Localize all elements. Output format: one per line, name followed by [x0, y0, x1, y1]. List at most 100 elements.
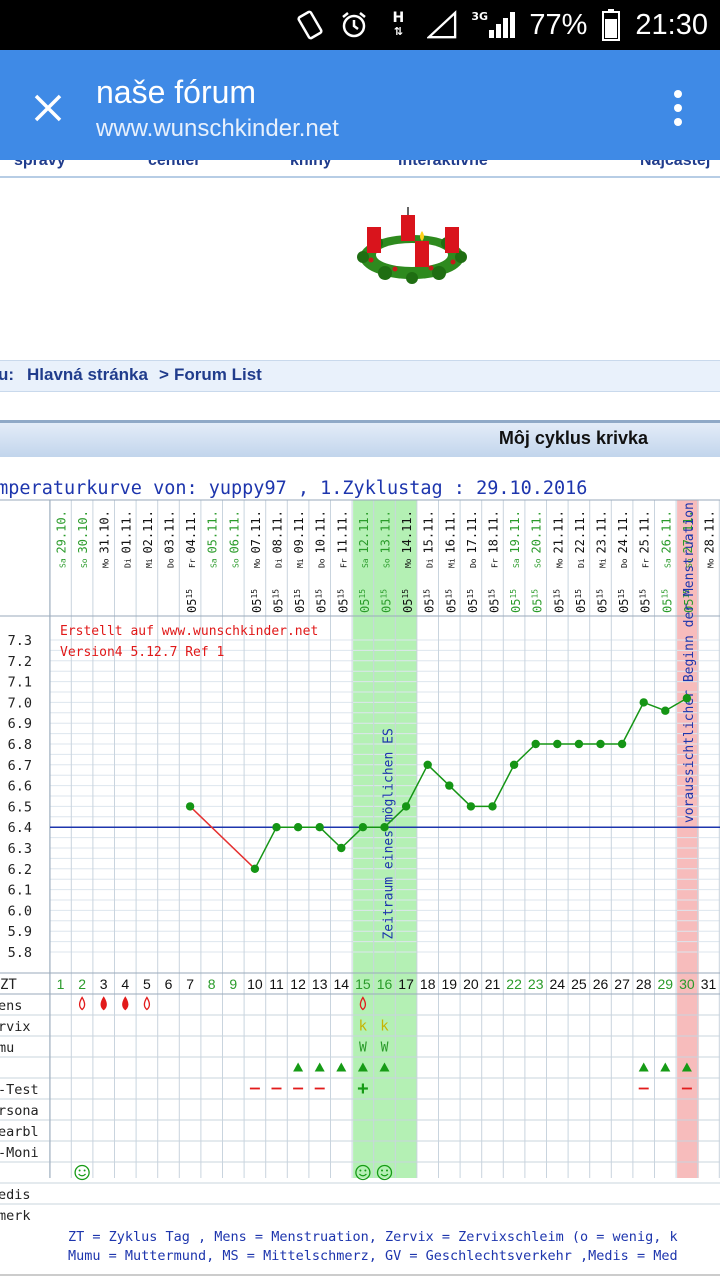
zt-day-number: 6 [165, 976, 173, 992]
curve-segment [383, 805, 407, 828]
temperature-point [617, 739, 627, 749]
zt-day-number: 17 [398, 976, 414, 992]
zt-day-number: 30 [679, 976, 695, 992]
zt-day-number: 15 [355, 976, 371, 992]
temperature-point [315, 823, 324, 832]
curve-segment [340, 826, 364, 849]
date-header: Mi 09.11. [292, 510, 306, 568]
nav-item-spravy[interactable]: správy [14, 160, 66, 169]
smiley-eye [83, 1169, 86, 1172]
date-header: So 30.10. [76, 510, 90, 568]
triangle-marker-icon [379, 1062, 390, 1072]
breadcrumb: u: Hlavná stránka > Forum List [0, 360, 720, 392]
cervix-mark: k [380, 1019, 389, 1035]
curve-segment [405, 764, 429, 807]
date-header: Mo 14.11. [400, 510, 414, 568]
overflow-menu-button[interactable] [666, 86, 690, 130]
temperature-point [445, 781, 454, 790]
clock: 21:30 [635, 8, 708, 41]
zt-day-number: 11 [269, 976, 284, 992]
menstruation-drop-icon [122, 996, 129, 1011]
measure-time: 0515 [250, 589, 264, 613]
divider [0, 1274, 720, 1276]
measure-time: 0515 [682, 589, 696, 613]
temperature-point [509, 760, 519, 769]
zt-day-number: 28 [636, 976, 652, 992]
menstruation-drop-icon [100, 996, 107, 1011]
date-header: Sa 26.11. [659, 510, 673, 568]
y-tick-label: 6.7 [8, 758, 32, 774]
temperature-point [358, 823, 368, 832]
battery-icon [601, 9, 621, 41]
fertile-window-label: Zeitraum eines möglichen ES [382, 728, 397, 939]
triangle-marker-icon [660, 1062, 671, 1072]
curve-segment [427, 764, 450, 787]
breadcrumb-prefix: u: [0, 365, 15, 384]
triangle-marker-icon [357, 1062, 368, 1072]
nav-item-najcastej[interactable]: Najčastej [640, 160, 711, 169]
zt-day-number: 14 [334, 976, 350, 992]
date-header: Do 17.11. [465, 510, 479, 568]
menstruation-drop-icon [359, 996, 367, 1011]
triangle-marker-icon [314, 1062, 325, 1072]
legend-line-1: ZT = Zyklus Tag , Mens = Menstruation, Z… [68, 1229, 678, 1245]
measure-time: 0515 [596, 589, 610, 613]
measure-time: 0515 [293, 589, 307, 613]
nav-item-knihy[interactable]: knihy [290, 160, 332, 169]
temperature-point [488, 802, 497, 811]
y-tick-label: 7.1 [8, 675, 32, 691]
date-header: Sa 29.10. [55, 510, 69, 568]
zt-day-number: 13 [312, 976, 328, 992]
nav-item-interaktivne[interactable]: interaktívne [398, 160, 488, 169]
row-label: -Test [0, 1082, 39, 1098]
measure-time: 0515 [660, 589, 674, 613]
smiley-mouth [78, 1173, 87, 1177]
smiley-mouth [358, 1173, 367, 1177]
date-header: Sa 12.11. [357, 510, 371, 568]
temperature-point [380, 823, 389, 832]
date-header: Fr 18.11. [487, 510, 501, 568]
temperature-point [661, 706, 670, 715]
zt-day-number: 4 [121, 976, 129, 992]
measure-time: 0515 [488, 589, 502, 613]
breadcrumb-separator: > [159, 365, 169, 384]
zt-day-number: 29 [658, 976, 674, 992]
y-tick-label: 6.2 [8, 862, 32, 878]
date-header: So 20.11. [530, 510, 544, 568]
chart-credit: Version4 5.12.7 Ref 1 [60, 645, 224, 660]
y-tick-label: 6.8 [8, 737, 32, 753]
temperature-point [337, 843, 346, 853]
zt-day-number: 2 [78, 976, 86, 992]
y-tick-label: 6.3 [8, 841, 32, 857]
measure-time: 0515 [466, 589, 480, 613]
curve-segment [513, 743, 537, 766]
zt-day-number: 23 [528, 976, 544, 992]
close-button[interactable] [28, 88, 68, 128]
cervix-position-mark: W [359, 1041, 367, 1056]
date-header: Sa 05.11. [206, 510, 220, 568]
curve-segment [491, 764, 515, 807]
period-label: voraussichtlicher Beginn der Menstruatio… [682, 502, 697, 823]
smiley-eye [364, 1169, 367, 1172]
temperature-point [639, 698, 648, 707]
measure-time: 0515 [552, 589, 566, 613]
triangle-marker-icon [293, 1062, 304, 1072]
breadcrumb-home-link[interactable]: Hlavná stránka [27, 365, 148, 384]
curve-segment [621, 702, 645, 745]
breadcrumb-forum-list-link[interactable]: Forum List [174, 365, 262, 384]
triangle-marker-icon [681, 1062, 692, 1072]
date-header: So 13.11. [379, 510, 393, 568]
zt-day-number: 9 [229, 976, 237, 992]
zt-day-number: 10 [247, 976, 263, 992]
smiley-eye [381, 1169, 383, 1172]
y-tick-label: 7.3 [8, 633, 32, 649]
date-header: So 27.11. [681, 510, 695, 568]
temperature-point [531, 739, 540, 749]
date-header: Mi 23.11. [595, 510, 609, 568]
nav-item-centier[interactable]: centier [148, 160, 201, 169]
zt-day-number: 31 [701, 976, 717, 992]
date-header: Mo 21.11. [551, 510, 565, 568]
date-header: Di 15.11. [422, 510, 436, 568]
chart-credit: Erstellt auf www.wunschkinder.net [60, 624, 318, 639]
zt-day-number: 27 [614, 976, 630, 992]
